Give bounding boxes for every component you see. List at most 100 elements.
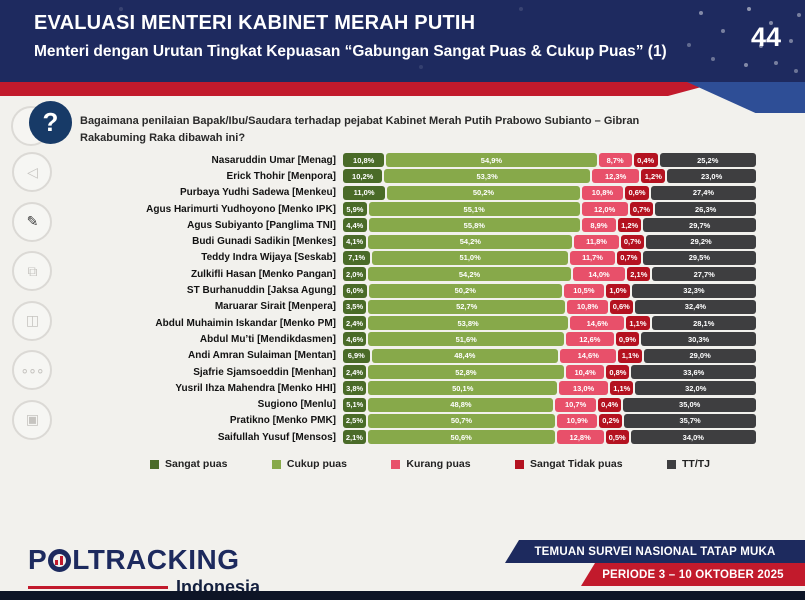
chart-row: Sugiono [Menlu] 5,1% 48,8% 10,7% 0,4% 35,0%	[6, 396, 762, 412]
bar-segment-kurang-puas: 10,7%	[555, 397, 596, 412]
minister-label: Budi Gunadi Sadikin [Menkes]	[192, 236, 336, 248]
header-blue-corner	[687, 82, 805, 113]
bar-segment-kurang-puas: 8,7%	[598, 153, 632, 168]
stacked-bar: 6,9% 48,4% 14,6% 1,1% 29,0%	[343, 348, 757, 363]
minister-label: Abdul Muhaimin Iskandar [Menko PM]	[155, 317, 336, 329]
minister-label: ST Burhanuddin [Jaksa Agung]	[186, 285, 336, 297]
slide-header: EVALUASI MENTERI KABINET MERAH PUTIH Men…	[0, 0, 805, 82]
bar-segment-kurang-puas: 10,5%	[563, 283, 605, 298]
bar-segment-sangat-tidak-puas: 0,6%	[609, 299, 633, 314]
bar-segment-cukup-puas: 48,4%	[371, 348, 559, 363]
minister-label: Sugiono [Menlu]	[257, 399, 336, 411]
chart-board-icon[interactable]: ◫	[12, 300, 52, 341]
question-icon: ?	[29, 101, 72, 144]
stacked-bar: 5,1% 48,8% 10,7% 0,4% 35,0%	[343, 397, 756, 412]
bar-segment-sangat-tidak-puas: 0,5%	[605, 430, 629, 445]
bar-segment-tt-tj: 28,1%	[651, 316, 756, 331]
legend-item: Kurang puas	[391, 458, 471, 470]
bar-segment-cukup-puas: 48,8%	[368, 397, 554, 412]
stacked-bar: 2,5% 50,7% 10,9% 0,2% 35,7%	[343, 413, 756, 428]
minister-label: Abdul Mu’ti [Mendikdasmen]	[199, 333, 336, 345]
bar-segment-sangat-tidak-puas: 1,2%	[617, 218, 642, 233]
bar-segment-sangat-puas: 2,4%	[343, 365, 366, 379]
monitor-icon[interactable]: ▣	[12, 399, 52, 440]
survey-question: Bagaimana penilaian Bapak/Ibu/Saudara te…	[80, 115, 640, 144]
bar-segment-kurang-puas: 11,7%	[570, 250, 615, 265]
chart-row: Abdul Mu’ti [Mendikdasmen] 4,6% 51,6% 12,6%…	[6, 331, 762, 347]
slides-icon[interactable]: ⧉	[12, 251, 52, 291]
legend-item: TT/TJ	[667, 458, 710, 470]
bar-segment-cukup-puas: 53,3%	[384, 169, 590, 184]
bar-segment-cukup-puas: 51,0%	[372, 250, 569, 265]
stacked-bar: 7,1% 51,0% 11,7% 0,7% 29,5%	[343, 250, 756, 265]
legend-item: Sangat puas	[150, 458, 227, 470]
chart-row: Zulkifli Hasan [Menko Pangan] 2,0% 54,2% 14…	[6, 266, 762, 282]
bar-segment-cukup-puas: 54,2%	[368, 234, 573, 249]
bar-segment-kurang-puas: 8,9%	[582, 218, 616, 233]
bar-segment-tt-tj: 27,4%	[650, 185, 756, 200]
minister-label: Purbaya Yudhi Sadewa [Menkeu]	[180, 187, 336, 199]
pen-icon[interactable]: ✎	[12, 201, 52, 242]
chart-row: Abdul Muhaimin Iskandar [Menko PM] 2,4% 53…	[6, 315, 762, 331]
page-number: 44	[750, 22, 781, 52]
bar-segment-sangat-tidak-puas: 0,4%	[633, 153, 658, 168]
chart-row: ST Burhanuddin [Jaksa Agung] 6,0% 50,2% 10,…	[6, 282, 762, 298]
bar-segment-cukup-puas: 54,9%	[386, 153, 597, 168]
bar-segment-cukup-puas: 52,7%	[368, 299, 566, 314]
minister-label: Andi Amran Sulaiman [Mentan]	[188, 350, 336, 362]
minister-label: Yusril Ihza Mahendra [Menko HHI]	[175, 382, 336, 394]
legend-label: Sangat Tidak puas	[529, 458, 623, 470]
stacked-bar: 2,1% 50,6% 12,8% 0,5% 34,0%	[343, 430, 757, 445]
stacked-bar: 11,0% 50,2% 10,8% 0,6% 27,4%	[343, 185, 756, 200]
chart-row: Pratikno [Menko PMK] 2,5% 50,7% 10,9% 0,2% 35…	[6, 413, 762, 429]
logo-wordmark: P LTRACKING	[28, 546, 260, 574]
legend-item: Cukup puas	[271, 458, 347, 470]
chart-rows: Nasaruddin Umar [Menag] 10,8% 54,9% 8,7% 0,4…	[6, 152, 762, 445]
bar-segment-sangat-puas: 2,5%	[343, 413, 366, 428]
bar-segment-cukup-puas: 55,8%	[368, 218, 581, 233]
chart-row: Sjafrie Sjamsoeddin [Menhan] 2,4% 52,8% 10,…	[6, 364, 762, 380]
bar-segment-sangat-tidak-puas: 1,0%	[606, 283, 630, 298]
minister-label: Erick Thohir [Menpora]	[226, 170, 336, 182]
bar-segment-sangat-puas: 7,1%	[343, 250, 371, 265]
logo-red-line	[28, 586, 168, 589]
minister-label: Teddy Indra Wijaya [Seskab]	[201, 252, 336, 264]
bar-segment-kurang-puas: 13,0%	[559, 381, 609, 396]
bar-segment-kurang-puas: 10,8%	[581, 185, 624, 200]
bar-segment-sangat-tidak-puas: 0,6%	[625, 185, 649, 200]
chart-row: Purbaya Yudhi Sadewa [Menkeu] 11,0% 50,2% 1…	[6, 185, 762, 201]
bar-segment-kurang-puas: 12,0%	[581, 202, 628, 217]
back-icon[interactable]: ◁	[12, 152, 52, 192]
chart-row: Saifullah Yusuf [Mensos] 2,1% 50,6% 12,8% 0,…	[6, 429, 762, 445]
bar-segment-cukup-puas: 50,2%	[368, 283, 562, 298]
stacked-bar-chart: Nasaruddin Umar [Menag] 10,8% 54,9% 8,7% 0,4…	[6, 152, 762, 445]
bar-segment-kurang-puas: 12,3%	[591, 169, 640, 184]
ellipsis-icon[interactable]: ∘∘∘	[12, 350, 52, 390]
minister-label: Agus Harimurti Yudhoyono [Menko IPK]	[146, 203, 336, 215]
legend-swatch	[391, 459, 401, 469]
header-red-stripe	[0, 82, 720, 96]
bar-segment-cukup-puas: 55,1%	[368, 202, 580, 217]
bar-segment-tt-tj: 26,3%	[655, 202, 756, 217]
bar-segment-tt-tj: 25,2%	[659, 153, 756, 168]
chart-row: Maruarar Sirait [Menpera] 3,5% 52,7% 10,8% 0…	[6, 299, 762, 315]
logo-text-right: LTRACKING	[72, 544, 240, 575]
bar-segment-sangat-tidak-puas: 0,2%	[599, 413, 623, 428]
bar-segment-sangat-tidak-puas: 0,9%	[615, 332, 640, 347]
bar-segment-sangat-tidak-puas: 0,7%	[629, 202, 654, 217]
bar-segment-cukup-puas: 54,2%	[368, 267, 571, 282]
bar-segment-sangat-tidak-puas: 1,1%	[618, 348, 643, 363]
stacked-bar: 10,8% 54,9% 8,7% 0,4% 25,2%	[343, 153, 756, 168]
stacked-bar: 4,1% 54,2% 11,8% 0,7% 29,2%	[343, 234, 757, 249]
bar-segment-sangat-puas: 3,5%	[343, 299, 367, 314]
bottom-strip	[0, 591, 805, 600]
bar-segment-sangat-tidak-puas: 1,1%	[626, 316, 650, 331]
stacked-bar: 4,6% 51,6% 12,6% 0,9% 30,3%	[343, 332, 756, 347]
bar-segment-sangat-tidak-puas: 0,8%	[606, 365, 630, 379]
bar-segment-sangat-puas: 2,0%	[343, 267, 367, 282]
bar-segment-sangat-puas: 2,4%	[343, 316, 367, 331]
chart-row: Teddy Indra Wijaya [Seskab] 7,1% 51,0% 11,7…	[6, 250, 762, 266]
bar-segment-tt-tj: 34,0%	[630, 430, 757, 445]
chart-row: Yusril Ihza Mahendra [Menko HHI] 3,8% 50,1…	[6, 380, 762, 396]
chart-row: Erick Thohir [Menpora] 10,2% 53,3% 12,3% 1,2…	[6, 168, 762, 184]
